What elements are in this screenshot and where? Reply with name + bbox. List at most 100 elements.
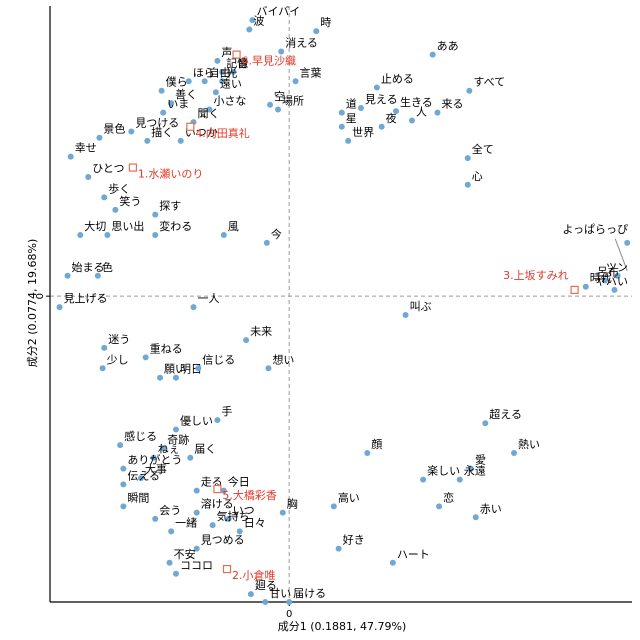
word-point: 消える — [278, 35, 318, 55]
word-point: 場所 — [275, 95, 304, 113]
word-point: ひとつ — [85, 162, 125, 180]
word-point: 未来 — [243, 325, 272, 344]
word-label: 夜 — [386, 111, 397, 125]
word-label: 時代 — [590, 272, 612, 285]
word-label: 止める — [381, 73, 414, 86]
word-label: 愛 — [475, 454, 486, 467]
word-marker — [177, 137, 184, 144]
word-label: 声 — [221, 45, 232, 59]
word-marker — [364, 450, 371, 456]
word-label: 大事 — [145, 462, 167, 476]
word-point: 小さな — [206, 95, 246, 113]
word-label: 想い — [272, 352, 294, 366]
word-marker — [64, 272, 71, 279]
word-marker — [101, 194, 108, 201]
word-marker — [467, 465, 474, 472]
word-point: 幸せ — [67, 142, 97, 160]
word-point: ねぇ — [150, 443, 180, 461]
word-marker — [582, 283, 589, 290]
word-marker — [193, 545, 200, 552]
word-label: よっぱらっぴ — [562, 223, 628, 236]
document-label: 5.大橋彩香 — [222, 488, 277, 502]
word-marker — [393, 108, 400, 115]
word-point: 人 — [408, 105, 427, 124]
word-marker — [209, 522, 216, 529]
word-marker — [243, 337, 250, 344]
word-point: 時代 — [582, 272, 612, 290]
word-marker — [101, 344, 108, 351]
word-label: 小さな — [213, 95, 246, 108]
word-point: 胸 — [279, 497, 298, 516]
word-point: 不安 — [166, 547, 196, 566]
word-label: 心 — [472, 170, 483, 183]
word-point: 空 — [267, 89, 285, 108]
word-point: 甘い — [262, 587, 291, 605]
word-point: 迷う — [101, 333, 130, 351]
document-marker — [232, 50, 241, 59]
word-label: 届ける — [293, 587, 326, 600]
word-label: 世界 — [352, 126, 374, 139]
document-point: 2.小倉唯 — [222, 564, 275, 582]
word-label: 奇跡 — [167, 432, 189, 446]
word-point: 記憶 — [219, 56, 248, 75]
word-point: 波 — [246, 15, 264, 33]
word-marker — [335, 545, 342, 552]
word-label: 大切 — [84, 219, 106, 233]
document-point: 3.上坂すみれ — [503, 269, 579, 294]
word-point: 届ける — [286, 587, 326, 605]
word-marker — [275, 106, 282, 113]
word-marker — [313, 28, 320, 35]
word-label: 超える — [489, 407, 522, 421]
word-marker — [482, 420, 489, 427]
word-point: 願い — [157, 363, 186, 381]
word-marker — [267, 101, 274, 108]
word-marker — [206, 106, 213, 113]
word-label: 変わる — [159, 219, 192, 233]
word-label: 見える — [365, 93, 398, 106]
document-points: 6.早見沙織 4.内田真礼 1.水瀬いのり 3.上坂すみれ 5.大橋彩香 2.小倉唯 — [128, 50, 579, 582]
word-marker — [117, 442, 124, 449]
word-marker — [263, 239, 270, 246]
word-marker — [601, 277, 608, 284]
word-label: 楽しい — [427, 465, 460, 478]
word-point: すべて — [466, 76, 505, 94]
word-point: 止める — [373, 73, 414, 91]
word-point: いつ — [225, 504, 255, 522]
word-label: 感じる — [124, 430, 157, 443]
word-label: 信じる — [202, 353, 235, 366]
word-marker — [144, 137, 151, 144]
word-marker — [96, 134, 103, 141]
word-marker — [262, 599, 269, 605]
word-point: ほら — [185, 66, 215, 85]
word-marker — [402, 311, 409, 318]
word-marker — [193, 509, 200, 516]
word-point: 一人 — [190, 292, 220, 311]
word-marker — [219, 68, 226, 75]
word-marker — [168, 528, 175, 535]
word-label: 来る — [441, 98, 463, 111]
word-marker — [214, 417, 221, 424]
word-marker — [286, 599, 293, 605]
word-marker — [511, 450, 518, 456]
word-point: 廻る — [247, 579, 277, 598]
word-point: 楽しい — [420, 465, 460, 483]
word-point: 呂布 — [597, 265, 619, 284]
word-label: 場所 — [282, 95, 304, 108]
word-label: 好き — [343, 533, 365, 547]
word-point: 超える — [482, 407, 522, 427]
word-point: 好き — [335, 533, 365, 552]
word-marker — [120, 481, 127, 488]
document-marker — [222, 564, 232, 574]
word-point: 星 — [338, 112, 357, 130]
word-label: 消える — [285, 35, 318, 49]
word-marker — [120, 503, 127, 510]
word-marker — [104, 231, 111, 238]
word-label: 時 — [320, 16, 331, 29]
word-point: ココロ — [172, 559, 213, 577]
document-label: 1.水瀬いのり — [138, 167, 204, 181]
word-point: 恋 — [436, 490, 454, 510]
word-marker — [378, 123, 385, 130]
word-label: 僕ら — [166, 76, 188, 89]
word-label: ああ — [437, 40, 459, 53]
